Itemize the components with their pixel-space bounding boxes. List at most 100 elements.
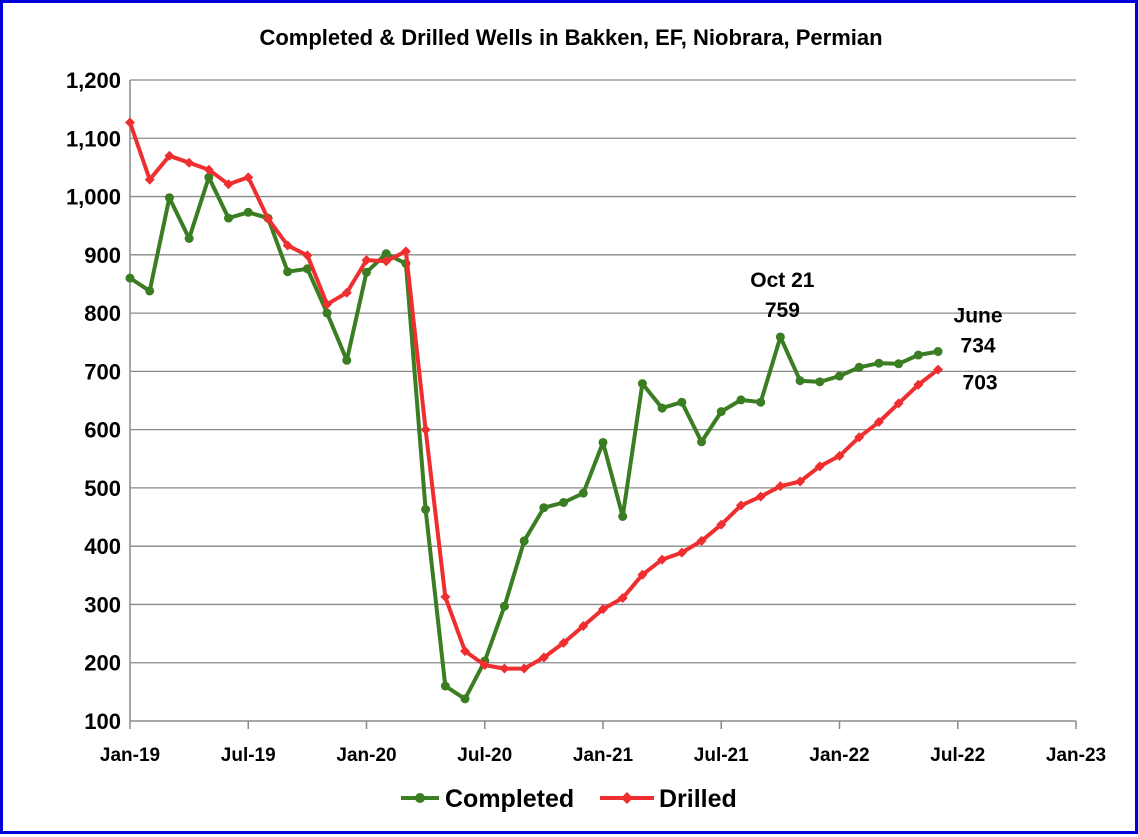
data-point-completed bbox=[894, 359, 904, 369]
y-tick-labels: 100 200 300 400 500 600 700 800 900 1,000 1,100 1,2… bbox=[66, 68, 121, 734]
data-point-drilled bbox=[420, 424, 431, 435]
y-tick-label: 500 bbox=[84, 476, 121, 501]
data-point-drilled bbox=[125, 117, 135, 128]
data-point-drilled bbox=[400, 246, 411, 257]
y-tick-label: 400 bbox=[84, 534, 121, 559]
data-point-completed bbox=[716, 407, 726, 417]
data-point-completed bbox=[618, 511, 628, 521]
data-point-completed bbox=[736, 395, 746, 405]
x-tick-label: Jan-22 bbox=[809, 745, 869, 766]
data-point-completed bbox=[559, 497, 569, 507]
annotation-text: Oct 21 bbox=[750, 269, 815, 292]
data-point-drilled bbox=[755, 491, 766, 502]
annotation-text: 703 bbox=[963, 372, 998, 395]
y-tick-label: 200 bbox=[84, 651, 121, 676]
data-point-completed bbox=[795, 376, 805, 386]
x-tick-label: Jul-21 bbox=[694, 745, 749, 766]
x-tick-label: Jan-23 bbox=[1046, 745, 1106, 766]
annotation-text: 734 bbox=[961, 335, 996, 358]
y-tick-label: 1,200 bbox=[66, 68, 121, 93]
data-point-drilled bbox=[499, 663, 510, 674]
series-line-drilled bbox=[128, 121, 940, 671]
grid bbox=[130, 79, 1076, 664]
data-point-drilled bbox=[144, 174, 155, 185]
data-point-drilled bbox=[735, 500, 746, 511]
data-point-completed bbox=[854, 362, 864, 372]
data-point-completed bbox=[342, 355, 352, 365]
data-point-drilled bbox=[795, 476, 806, 487]
data-point-drilled bbox=[598, 604, 608, 615]
data-point-drilled bbox=[243, 172, 254, 183]
series-drilled bbox=[125, 117, 944, 674]
data-point-completed bbox=[578, 488, 588, 498]
data-point-completed bbox=[125, 273, 135, 283]
data-point-completed bbox=[815, 377, 825, 387]
annotations: Oct 21 759 June 734 703 bbox=[750, 269, 1002, 395]
legend-marker-completed bbox=[415, 793, 425, 803]
data-point-drilled bbox=[676, 547, 687, 558]
axes bbox=[129, 80, 1077, 729]
chart-svg: Completed & Drilled Wells in Bakken, EF,… bbox=[66, 25, 1106, 813]
data-point-completed bbox=[499, 601, 509, 611]
data-point-drilled bbox=[282, 240, 293, 251]
y-tick-label: 800 bbox=[84, 301, 121, 326]
data-point-drilled bbox=[657, 554, 668, 565]
x-tick-label: Jan-19 bbox=[100, 745, 160, 766]
data-point-drilled bbox=[933, 364, 944, 375]
series-line-completed bbox=[128, 175, 939, 701]
data-point-completed bbox=[933, 347, 943, 357]
x-tick-label: Jul-22 bbox=[930, 745, 985, 766]
data-point-drilled bbox=[164, 150, 175, 161]
data-point-drilled bbox=[834, 450, 845, 461]
x-tick-label: Jan-21 bbox=[573, 745, 634, 766]
data-point-completed bbox=[381, 249, 391, 259]
data-point-drilled bbox=[302, 250, 313, 261]
data-point-completed bbox=[164, 193, 174, 203]
data-point-drilled bbox=[854, 432, 865, 443]
data-point-drilled bbox=[617, 593, 628, 604]
data-point-completed bbox=[440, 681, 450, 691]
legend-item-drilled: Drilled bbox=[600, 785, 737, 813]
y-tick-label: 1,100 bbox=[66, 126, 121, 151]
data-point-drilled bbox=[460, 646, 471, 657]
data-point-completed bbox=[204, 172, 214, 182]
data-point-drilled bbox=[381, 256, 392, 267]
x-tick-label: Jan-20 bbox=[336, 745, 396, 766]
y-tick-label: 300 bbox=[84, 592, 121, 617]
data-point-drilled bbox=[223, 179, 234, 190]
data-point-completed bbox=[677, 397, 687, 407]
data-point-completed bbox=[637, 379, 647, 389]
data-point-completed bbox=[835, 371, 844, 381]
data-point-completed bbox=[322, 308, 332, 318]
y-tick-label: 600 bbox=[84, 418, 121, 443]
y-tick-label: 1,000 bbox=[66, 185, 121, 210]
data-point-drilled bbox=[262, 213, 273, 224]
data-point-drilled bbox=[558, 637, 569, 648]
annotation-text: June bbox=[954, 305, 1003, 328]
data-point-completed bbox=[913, 350, 923, 360]
data-point-drilled bbox=[814, 461, 825, 472]
data-point-completed bbox=[519, 536, 529, 546]
data-point-drilled bbox=[716, 519, 727, 530]
data-point-completed bbox=[598, 437, 608, 447]
data-point-completed bbox=[775, 332, 785, 342]
data-point-completed bbox=[302, 264, 312, 274]
data-point-completed bbox=[697, 437, 707, 447]
data-point-drilled bbox=[538, 652, 549, 663]
data-point-drilled bbox=[893, 398, 904, 409]
data-point-drilled bbox=[184, 157, 195, 168]
data-point-completed bbox=[362, 267, 371, 277]
legend: Completed Drilled bbox=[401, 785, 737, 813]
data-point-drilled bbox=[341, 287, 352, 298]
y-tick-label: 100 bbox=[84, 709, 121, 734]
chart-title: Completed & Drilled Wells in Bakken, EF,… bbox=[259, 25, 882, 50]
data-point-completed bbox=[243, 207, 253, 217]
data-point-completed bbox=[184, 234, 194, 244]
data-point-completed bbox=[224, 213, 234, 223]
y-tick-label: 700 bbox=[84, 359, 121, 384]
data-point-completed bbox=[460, 694, 470, 704]
x-tick-label: Jul-19 bbox=[221, 745, 276, 766]
data-point-drilled bbox=[696, 535, 707, 546]
data-point-drilled bbox=[913, 379, 924, 390]
